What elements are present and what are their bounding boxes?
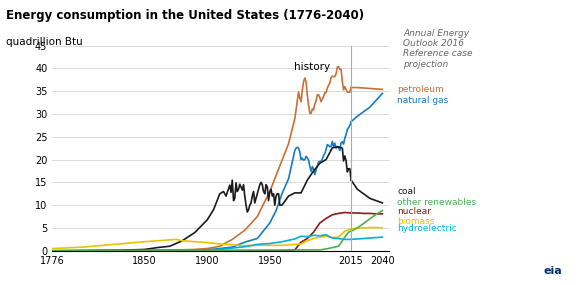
- Text: eia: eia: [544, 266, 563, 276]
- Text: coal: coal: [397, 187, 416, 196]
- Text: quadrillion Btu: quadrillion Btu: [6, 37, 82, 47]
- Text: petroleum: petroleum: [397, 85, 444, 94]
- Text: Annual Energy
Outlook 2016
Reference case
projection: Annual Energy Outlook 2016 Reference cas…: [403, 28, 473, 69]
- Text: biomass: biomass: [397, 217, 434, 226]
- Text: hydroelectric: hydroelectric: [397, 224, 457, 233]
- Text: natural gas: natural gas: [397, 96, 448, 105]
- Text: other renewables: other renewables: [397, 198, 476, 207]
- Text: Energy consumption in the United States (1776-2040): Energy consumption in the United States …: [6, 9, 364, 22]
- Text: history: history: [293, 62, 330, 72]
- Text: nuclear: nuclear: [397, 207, 432, 216]
